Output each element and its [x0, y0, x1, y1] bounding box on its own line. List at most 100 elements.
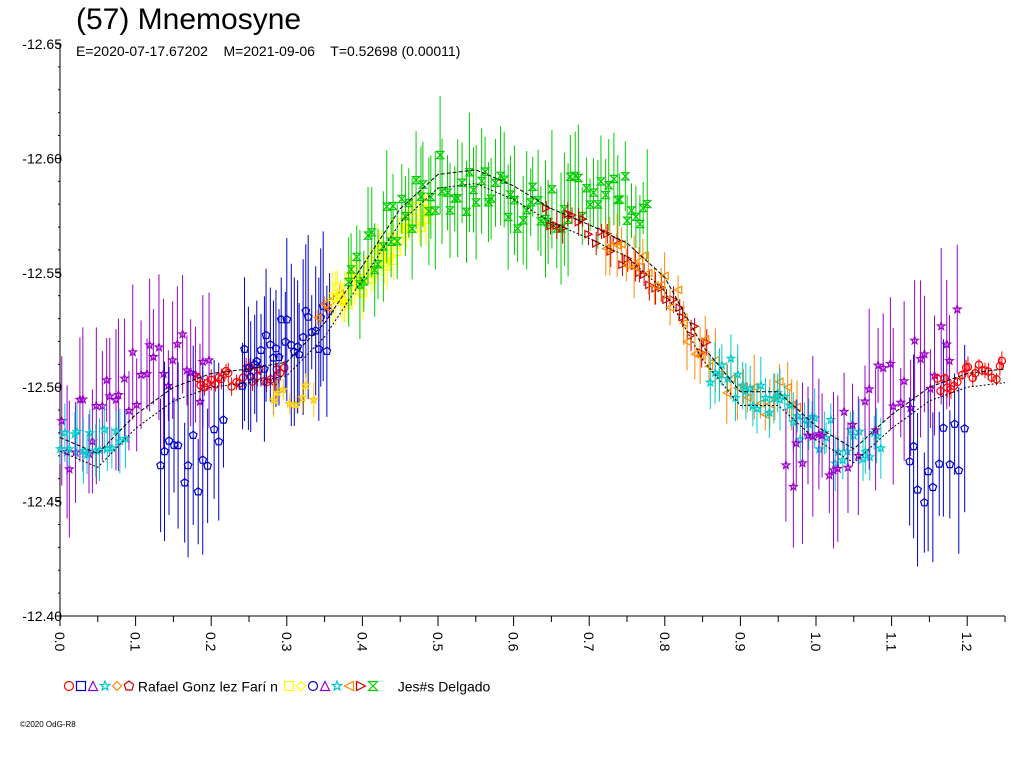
hourglass-marker	[396, 194, 407, 204]
star-marker	[54, 443, 66, 454]
hourglass-marker	[573, 173, 584, 183]
star-marker	[123, 405, 135, 416]
triangle-right-marker	[690, 321, 700, 331]
pentagon-marker	[173, 440, 183, 450]
triangle-left-marker	[643, 268, 653, 278]
star-marker	[69, 428, 81, 439]
y-tick-label: -12.40	[22, 608, 62, 624]
hourglass-marker	[533, 196, 544, 205]
circle-marker	[248, 377, 257, 386]
star-marker	[871, 429, 883, 441]
star-marker	[104, 390, 116, 401]
legend-markers-2	[283, 679, 379, 692]
triangle-left-marker	[616, 239, 626, 249]
star-marker	[924, 382, 936, 394]
star-marker	[162, 379, 174, 391]
pentagon-marker	[193, 486, 203, 496]
star-marker	[330, 679, 344, 692]
pentagon-marker	[950, 419, 960, 428]
x-tick-label: 0.4	[354, 632, 370, 652]
hourglass-marker	[386, 237, 397, 246]
circle-marker	[968, 373, 977, 383]
pentagon-marker	[909, 441, 919, 451]
square-marker	[358, 288, 368, 298]
star-marker	[895, 396, 907, 408]
legend-label-1: Rafael Gonz lez Farí n	[137, 677, 278, 694]
hourglass-marker	[415, 192, 427, 201]
star-marker	[171, 338, 183, 349]
hourglass-marker	[585, 200, 596, 209]
hourglass-marker	[437, 187, 448, 196]
triangle-left-marker	[700, 334, 710, 344]
y-tick-label: -12.45	[22, 494, 62, 510]
hourglass-marker	[608, 174, 619, 184]
star-marker	[203, 354, 215, 365]
star-marker	[864, 451, 876, 462]
hourglass-marker	[527, 182, 538, 191]
x-tick-label: 0.5	[430, 632, 446, 652]
data-series	[56, 274, 215, 538]
star-marker	[98, 679, 112, 692]
hourglass-marker	[512, 224, 523, 233]
star-marker	[70, 446, 81, 457]
pentagon-marker	[293, 342, 303, 351]
star-marker	[297, 392, 308, 403]
hourglass-marker	[592, 200, 603, 209]
triangle-right-marker	[702, 337, 712, 347]
star-marker	[112, 389, 124, 400]
triangle-right-marker	[355, 680, 367, 692]
triangle-left-marker	[749, 382, 759, 392]
circle-marker	[63, 680, 75, 692]
star-marker	[872, 359, 884, 371]
star-marker	[120, 433, 131, 444]
circle-marker	[193, 374, 202, 383]
pentagon-marker	[240, 344, 250, 353]
star-marker	[935, 320, 947, 331]
circle-marker	[280, 363, 289, 372]
star-marker	[722, 372, 733, 384]
star-marker	[197, 356, 209, 367]
hourglass-marker	[486, 194, 497, 203]
hourglass-marker	[480, 167, 491, 176]
hourglass-marker	[358, 277, 369, 286]
star-marker	[114, 435, 126, 446]
star-marker	[951, 303, 963, 315]
copyright-note: ©2020 OdG-R8	[20, 720, 76, 729]
pentagon-marker	[169, 440, 179, 449]
square-marker	[409, 213, 418, 222]
hourglass-marker	[411, 176, 422, 185]
hourglass-marker	[505, 190, 516, 199]
triangle-right-marker	[631, 261, 641, 271]
star-marker	[177, 328, 189, 339]
hourglass-marker	[423, 207, 434, 216]
hourglass-marker	[457, 178, 468, 187]
star-marker	[944, 355, 955, 366]
y-tick-label: -12.55	[22, 265, 62, 281]
star-marker	[877, 362, 889, 373]
star-marker	[797, 457, 808, 468]
triangle-left-marker	[343, 680, 354, 692]
circle-marker	[270, 377, 279, 386]
circle-marker	[214, 373, 224, 382]
star-marker	[909, 334, 921, 346]
star-marker	[838, 405, 850, 417]
hourglass-marker	[603, 181, 614, 190]
data-series	[268, 373, 320, 418]
triangle-up-marker	[319, 680, 331, 692]
pentagon-marker	[261, 330, 271, 340]
triangle-right-marker	[546, 221, 556, 231]
triangle-right-marker	[618, 260, 628, 270]
square-marker	[333, 282, 342, 291]
circle-marker	[227, 382, 236, 391]
triangle-right-marker	[645, 280, 655, 290]
triangle-left-marker	[312, 313, 322, 323]
star-marker	[272, 386, 284, 398]
hourglass-marker	[366, 680, 379, 692]
star-marker	[106, 442, 118, 453]
hourglass-marker	[570, 171, 581, 181]
star-marker	[127, 346, 139, 357]
star-marker	[147, 351, 159, 362]
triangle-right-marker	[558, 223, 568, 233]
star-marker	[887, 400, 899, 412]
star-marker	[268, 394, 280, 405]
